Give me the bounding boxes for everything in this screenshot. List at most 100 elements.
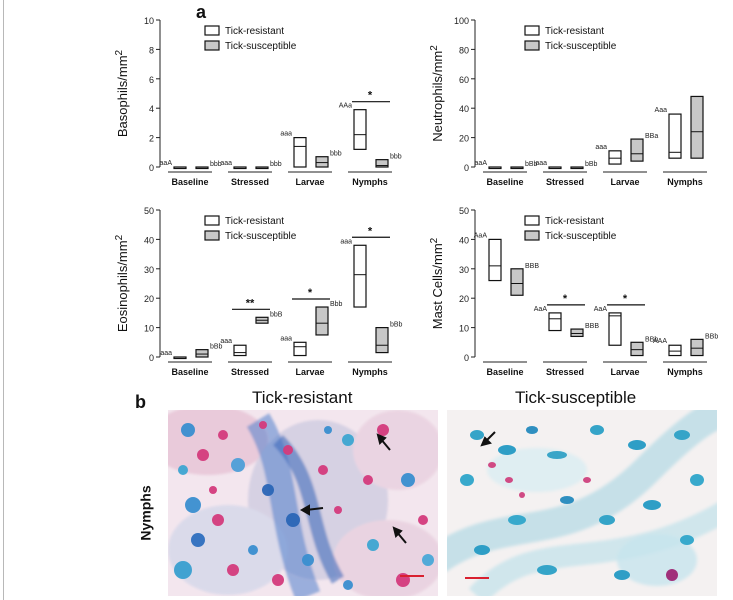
category-label: Nymphs xyxy=(667,177,703,187)
legend-label-susceptible: Tick-susceptible xyxy=(545,41,617,52)
box-resistant xyxy=(608,312,622,346)
y-tick-label: 20 xyxy=(459,294,469,304)
y-tick-label: 0 xyxy=(464,163,469,173)
legend-label-susceptible: Tick-susceptible xyxy=(225,231,297,242)
y-tick-label: 10 xyxy=(144,16,154,26)
category-label: Baseline xyxy=(486,367,523,377)
legend-label-resistant: Tick-resistant xyxy=(545,216,604,227)
y-tick-label: 0 xyxy=(149,353,154,363)
group-letters-susceptible: BBb xyxy=(645,336,658,343)
group-letters-susceptible: bbb xyxy=(210,161,222,168)
category-label: Stressed xyxy=(231,367,269,377)
group-letters-resistant: aaa xyxy=(160,350,172,357)
micrograph-resistant-image xyxy=(168,410,438,596)
legend-label-resistant: Tick-resistant xyxy=(225,216,284,227)
box-resistant xyxy=(488,238,502,282)
y-tick-label: 40 xyxy=(144,235,154,245)
y-tick-label: 60 xyxy=(459,75,469,85)
box-resistant xyxy=(668,113,682,159)
group-letters-susceptible: bbb xyxy=(330,151,342,158)
box-resistant xyxy=(548,312,562,332)
legend-swatch-susceptible xyxy=(204,230,220,241)
significance-marker: * xyxy=(623,293,628,305)
y-tick-label: 20 xyxy=(144,294,154,304)
group-letters-susceptible: bbb xyxy=(390,154,402,161)
y-tick-label: 2 xyxy=(149,134,154,144)
group-letters-resistant: AAA xyxy=(653,338,667,345)
y-tick-label: 10 xyxy=(144,324,154,334)
group-letters-resistant: aaa xyxy=(535,160,547,167)
group-letters-resistant: aaA xyxy=(160,160,173,167)
category-label: Larvae xyxy=(610,367,639,377)
category-label: Stressed xyxy=(546,367,584,377)
legend-label-susceptible: Tick-susceptible xyxy=(225,41,297,52)
box-susceptible xyxy=(375,327,389,354)
y-tick-label: 40 xyxy=(459,235,469,245)
y-tick-label: 50 xyxy=(144,206,154,216)
box-susceptible xyxy=(630,138,644,162)
group-letters-resistant: aaa xyxy=(220,338,232,345)
box-susceptible xyxy=(195,349,209,358)
group-letters-resistant: AAa xyxy=(339,103,352,110)
box-resistant xyxy=(293,137,307,168)
category-label: Baseline xyxy=(171,367,208,377)
category-label: Stressed xyxy=(546,177,584,187)
box-susceptible xyxy=(630,341,644,357)
legend-swatch-susceptible xyxy=(524,230,540,241)
y-tick-label: 30 xyxy=(459,265,469,275)
group-letters-susceptible: bBb xyxy=(585,161,598,168)
micrograph-title-resistant: Tick-resistant xyxy=(252,388,353,407)
left-border-line xyxy=(3,0,4,600)
category-label: Nymphs xyxy=(352,367,388,377)
y-axis-label: Eosinophils/mm2 xyxy=(114,234,130,332)
legend-swatch-susceptible xyxy=(524,40,540,51)
box-susceptible xyxy=(375,159,389,168)
box-susceptible xyxy=(315,156,329,168)
group-letters-resistant: AaA xyxy=(474,232,488,239)
group-letters-susceptible: bBb xyxy=(390,322,403,329)
legend-label-resistant: Tick-resistant xyxy=(545,26,604,37)
significance-marker: * xyxy=(563,293,568,305)
category-label: Stressed xyxy=(231,177,269,187)
box-resistant xyxy=(608,150,622,165)
y-tick-label: 0 xyxy=(149,163,154,173)
y-axis-label: Neutrophils/mm2 xyxy=(429,45,445,142)
legend-label-resistant: Tick-resistant xyxy=(225,26,284,37)
group-letters-resistant: aaa xyxy=(340,238,352,245)
group-letters-resistant: aaa xyxy=(220,160,232,167)
significance-marker: * xyxy=(368,90,373,102)
group-letters-resistant: AaA xyxy=(534,306,548,313)
panel-label-a: a xyxy=(196,2,207,22)
category-label: Larvae xyxy=(610,177,639,187)
y-tick-label: 40 xyxy=(459,104,469,114)
category-label: Baseline xyxy=(171,177,208,187)
category-label: Baseline xyxy=(486,177,523,187)
micrograph-resistant xyxy=(168,410,438,596)
group-letters-resistant: aaa xyxy=(595,144,607,151)
legend-swatch-susceptible xyxy=(204,40,220,51)
significance-marker: * xyxy=(368,225,373,237)
y-tick-label: 6 xyxy=(149,75,154,85)
category-label: Nymphs xyxy=(352,177,388,187)
group-letters-resistant: Aaa xyxy=(655,107,668,114)
group-letters-resistant: AaA xyxy=(594,306,608,313)
box-resistant xyxy=(353,244,367,308)
micrograph-susceptible xyxy=(447,410,717,596)
box-susceptible xyxy=(510,268,524,296)
micrograph-title-susceptible: Tick-susceptible xyxy=(515,388,637,407)
group-letters-susceptible: bBb xyxy=(525,161,538,168)
category-label: Larvae xyxy=(295,177,324,187)
box-resistant xyxy=(293,341,307,357)
panel-label-b: b xyxy=(135,392,146,412)
y-tick-label: 8 xyxy=(149,45,154,55)
group-letters-susceptible: bBb xyxy=(210,344,223,351)
y-tick-label: 100 xyxy=(454,16,469,26)
y-tick-label: 10 xyxy=(459,324,469,334)
box-resistant xyxy=(353,109,367,150)
group-letters-susceptible: Bbb xyxy=(330,301,343,308)
group-letters-susceptible: BBB xyxy=(525,263,539,270)
box-resistant xyxy=(668,344,682,357)
legend-swatch-resistant xyxy=(524,215,540,226)
box-susceptible xyxy=(690,95,704,159)
group-letters-resistant: aaa xyxy=(280,335,292,342)
